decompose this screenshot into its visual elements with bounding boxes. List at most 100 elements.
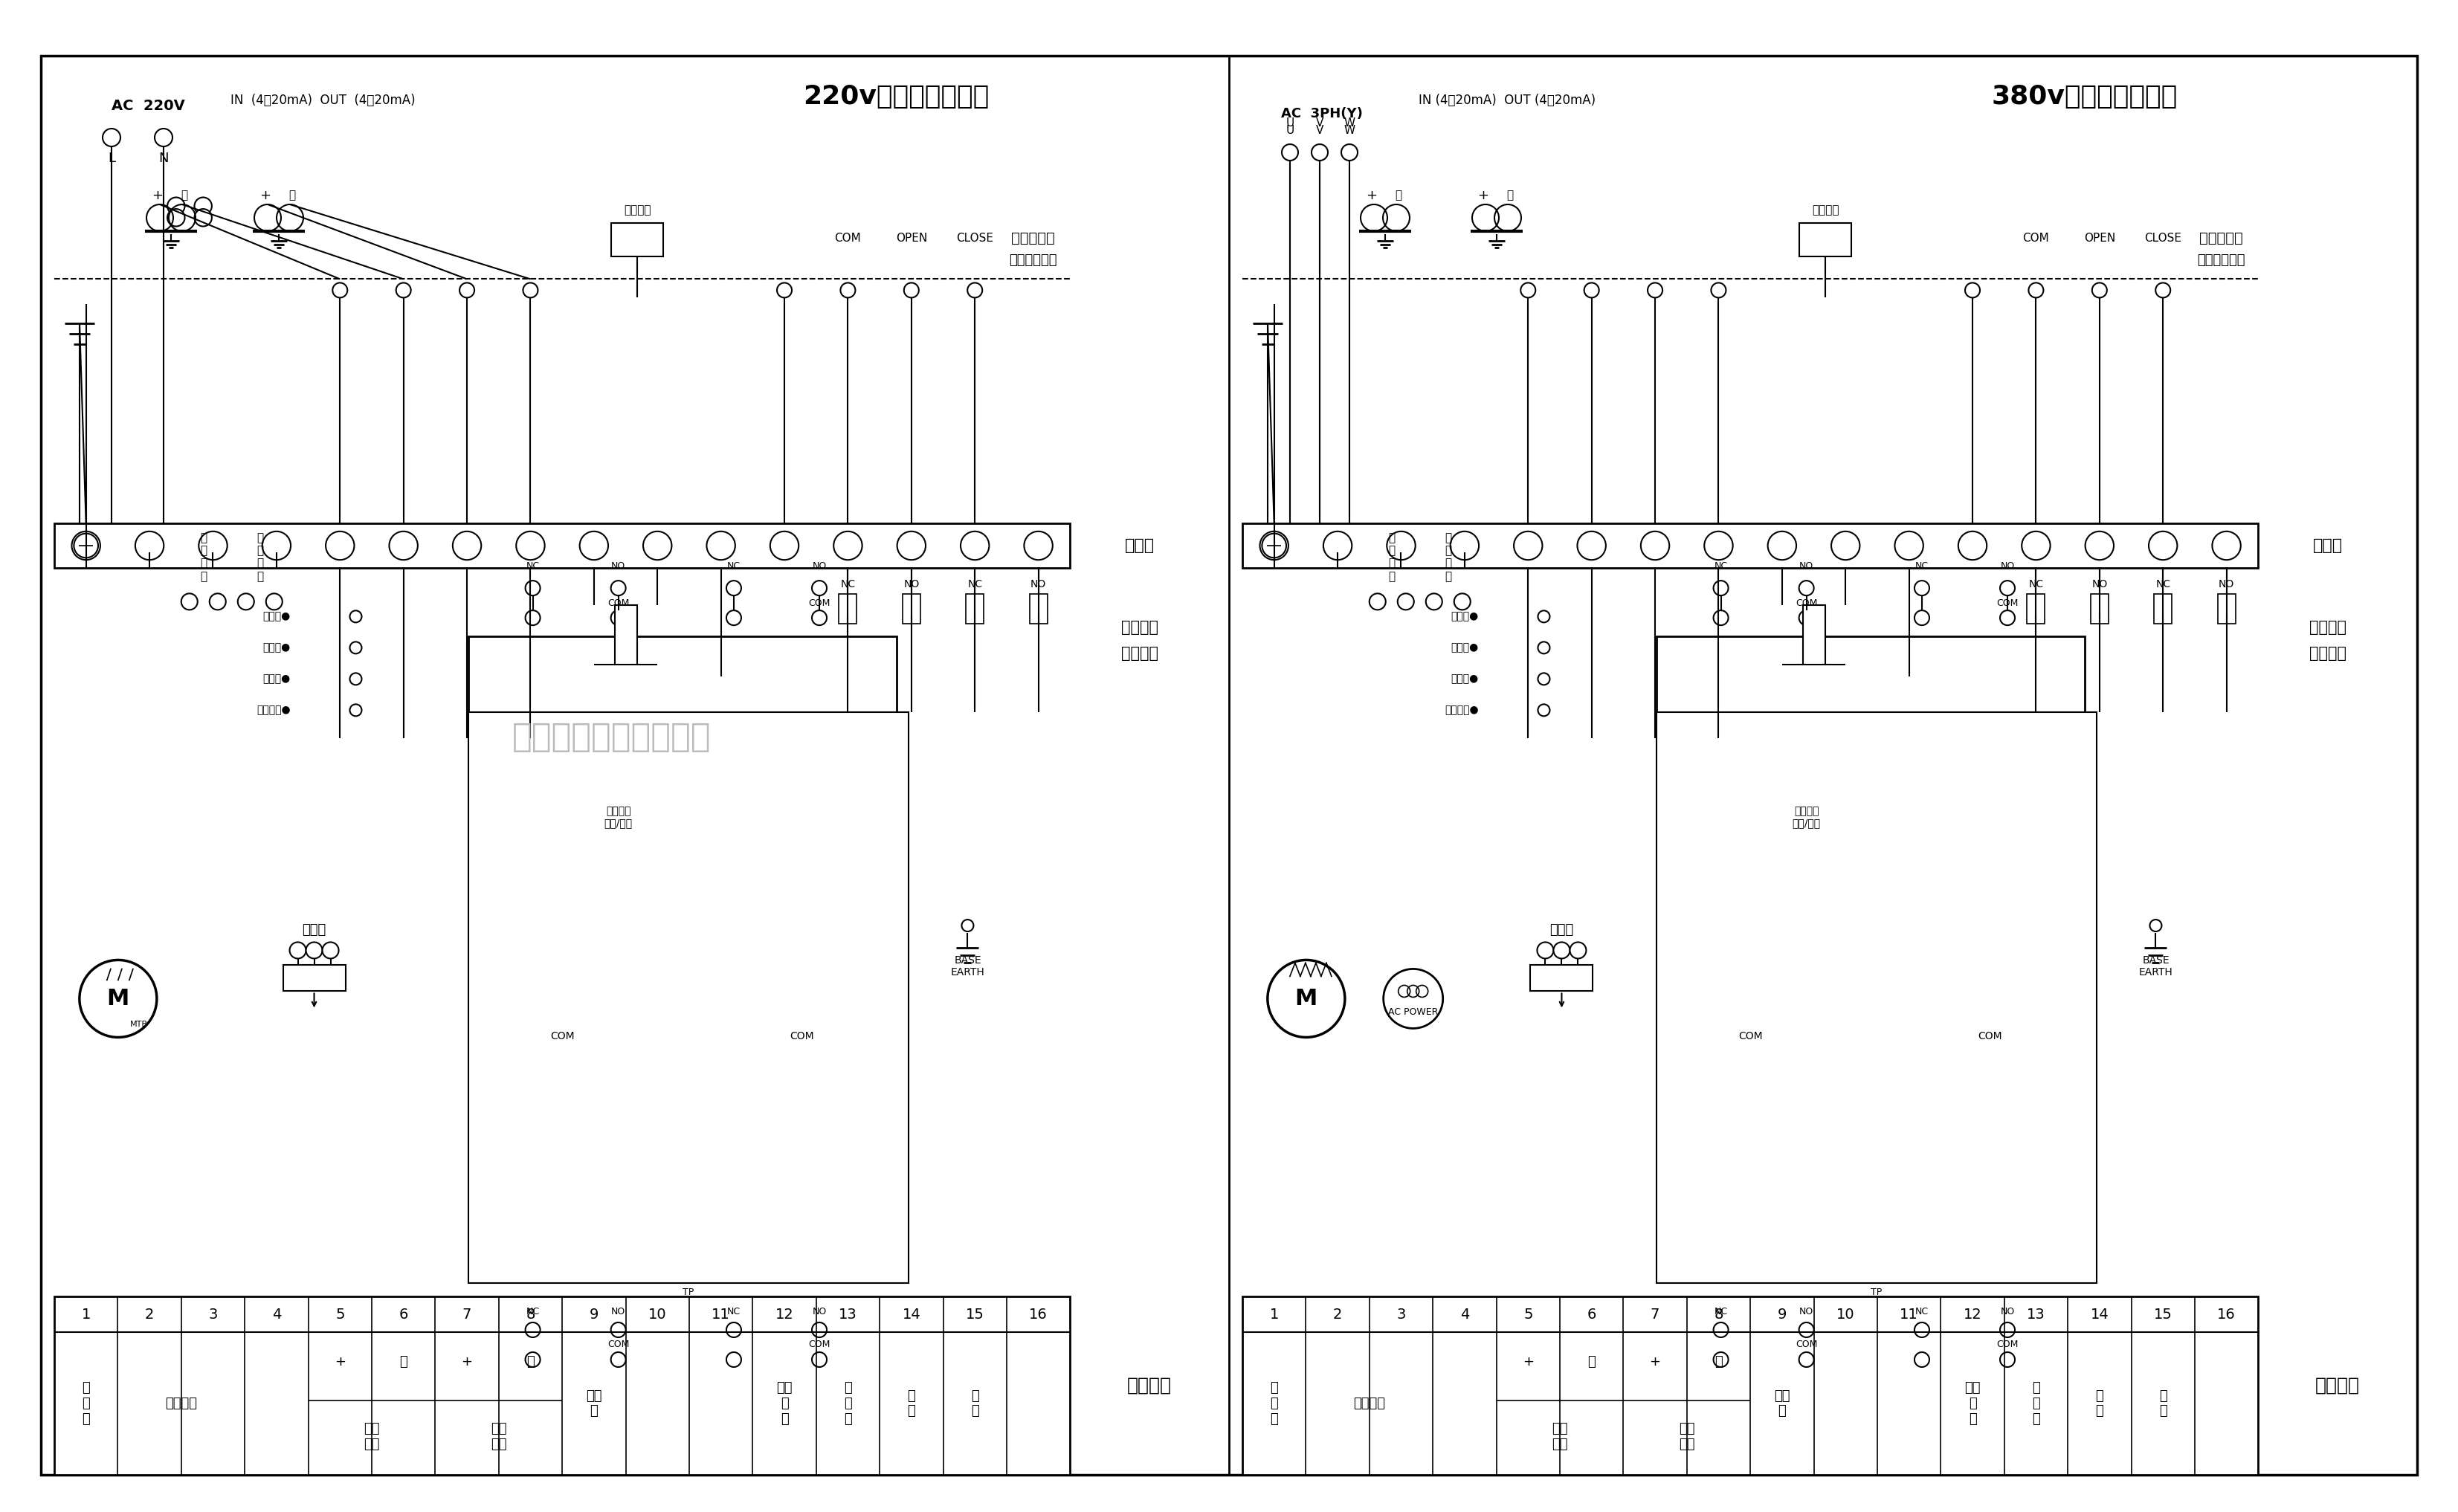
Circle shape: [1647, 283, 1662, 298]
Text: V: V: [1315, 116, 1322, 129]
Circle shape: [460, 283, 474, 298]
Circle shape: [305, 942, 322, 959]
Text: －: －: [182, 191, 187, 201]
Text: CLOSE: CLOSE: [956, 233, 993, 243]
Circle shape: [728, 581, 742, 596]
Circle shape: [524, 283, 538, 298]
Bar: [1657, 712, 2097, 1284]
Text: 综合控制
活力/组路: 综合控制 活力/组路: [1792, 806, 1821, 829]
Text: 9: 9: [1777, 1308, 1787, 1321]
Text: NC: NC: [526, 1306, 538, 1315]
Circle shape: [1915, 1352, 1930, 1367]
Text: 2: 2: [1332, 1308, 1342, 1321]
Text: 关
位: 关 位: [971, 1390, 978, 1418]
Text: 220v整体智能调节型: 220v整体智能调节型: [804, 85, 991, 109]
Text: 8: 8: [526, 1308, 536, 1321]
Text: 11: 11: [713, 1308, 730, 1321]
Circle shape: [2148, 531, 2178, 559]
Text: NO: NO: [612, 1306, 624, 1315]
Circle shape: [1539, 673, 1551, 685]
Text: COM: COM: [1738, 1031, 1762, 1042]
Bar: [2028, 594, 2045, 623]
Circle shape: [2092, 283, 2107, 298]
Text: 端子板: 端子板: [1126, 538, 1155, 553]
Text: COM: COM: [1794, 599, 1816, 608]
Text: +: +: [462, 1355, 472, 1368]
Text: M: M: [1295, 987, 1317, 1010]
Circle shape: [452, 531, 482, 559]
Circle shape: [1799, 611, 1814, 626]
Circle shape: [1799, 1352, 1814, 1367]
Bar: [469, 712, 907, 1284]
Circle shape: [968, 283, 983, 298]
Circle shape: [2156, 283, 2170, 298]
Circle shape: [1342, 144, 1357, 160]
Text: NC: NC: [1915, 561, 1930, 570]
Text: 5: 5: [334, 1308, 344, 1321]
Circle shape: [1426, 594, 1443, 609]
Circle shape: [1571, 942, 1585, 959]
Text: 1: 1: [1268, 1308, 1278, 1321]
Circle shape: [811, 1323, 826, 1337]
Circle shape: [167, 209, 184, 227]
Circle shape: [2212, 531, 2242, 559]
Text: NO: NO: [2220, 579, 2234, 590]
Circle shape: [777, 283, 791, 298]
Circle shape: [1369, 594, 1386, 609]
Bar: [2217, 594, 2234, 623]
Text: 信
号
输
出: 信 号 输 出: [256, 532, 263, 582]
Circle shape: [1831, 531, 1861, 559]
Circle shape: [1713, 1323, 1728, 1337]
Circle shape: [961, 531, 988, 559]
Text: 6: 6: [1588, 1308, 1595, 1321]
Text: 公
共
端: 公 共 端: [843, 1382, 853, 1426]
Circle shape: [841, 283, 855, 298]
Circle shape: [1799, 1323, 1814, 1337]
Text: +: +: [261, 189, 270, 203]
Text: U: U: [1286, 124, 1295, 136]
Circle shape: [1539, 611, 1551, 623]
Text: M: M: [106, 987, 130, 1010]
Text: 6: 6: [398, 1308, 408, 1321]
Circle shape: [349, 673, 361, 685]
Bar: [1657, 637, 2084, 1282]
Text: 开力矩●: 开力矩●: [1450, 643, 1480, 653]
Text: 内部接线: 内部接线: [2311, 646, 2347, 661]
Circle shape: [332, 283, 347, 298]
Text: W: W: [1345, 124, 1354, 136]
Circle shape: [182, 594, 197, 609]
Circle shape: [1553, 942, 1571, 959]
Text: COM: COM: [607, 599, 629, 608]
Text: 3: 3: [209, 1308, 219, 1321]
Text: COM: COM: [809, 599, 831, 608]
Circle shape: [705, 531, 735, 559]
Circle shape: [897, 531, 927, 559]
Text: COM: COM: [809, 1340, 831, 1350]
Circle shape: [1281, 144, 1298, 160]
Circle shape: [612, 581, 627, 596]
Text: OPEN: OPEN: [2084, 233, 2116, 243]
Text: NO: NO: [1799, 561, 1814, 570]
Text: －: －: [1396, 191, 1401, 201]
Text: NO: NO: [905, 579, 919, 590]
Text: 电机电源: 电机电源: [1354, 1397, 1386, 1411]
Text: COM: COM: [1996, 1340, 2018, 1350]
Circle shape: [1964, 283, 1981, 298]
Text: 13: 13: [2028, 1308, 2045, 1321]
Text: 1: 1: [81, 1308, 91, 1321]
Text: 5: 5: [1524, 1308, 1534, 1321]
Circle shape: [209, 594, 226, 609]
Text: 综合报警: 综合报警: [1812, 204, 1839, 216]
Text: IN  (4－20mA)  OUT  (4－20mA): IN (4－20mA) OUT (4－20mA): [231, 94, 415, 107]
Text: NC: NC: [2028, 579, 2043, 590]
Bar: [1802, 605, 1824, 665]
Text: 信号
输出: 信号 输出: [492, 1421, 506, 1450]
Text: 接
地
线: 接 地 线: [81, 1382, 91, 1426]
Circle shape: [728, 1323, 742, 1337]
Text: 4: 4: [273, 1308, 280, 1321]
Bar: [54, 523, 1069, 569]
Text: NO: NO: [811, 561, 826, 570]
Text: MTB: MTB: [130, 1021, 147, 1028]
Text: －: －: [526, 1355, 533, 1368]
Text: +: +: [334, 1355, 347, 1368]
